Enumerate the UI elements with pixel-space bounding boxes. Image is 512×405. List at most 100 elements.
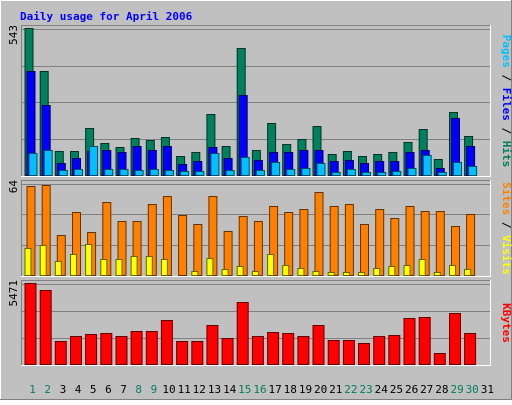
- bar-pages-day-21: [331, 172, 341, 176]
- x-tick-day-2: 2: [44, 383, 51, 396]
- bar-sites-day-18: [282, 265, 290, 276]
- legend-text: Sites: [500, 182, 512, 215]
- legend-text: Files: [500, 88, 512, 121]
- x-tick-day-18: 18: [284, 383, 297, 396]
- bar-pages-day-1: [28, 153, 38, 176]
- bar-visits-day-22: [344, 204, 354, 276]
- chart-title: Daily usage for April 2006: [20, 10, 193, 23]
- x-axis-day-labels: 1 2 3 4 5 6 7 8 9 10 11 12 13 14 15 16 17 18 19 20 21 22 23 24 2…: [29, 383, 494, 396]
- bar-sites-day-2: [39, 245, 47, 276]
- bar-visits-day-28: [435, 211, 445, 276]
- bar-pages-day-24: [377, 172, 387, 176]
- x-tick-day-20: 20: [314, 383, 327, 396]
- legend-kbytes: KBytes: [500, 303, 512, 343]
- bar-visits-day-12: [193, 224, 203, 276]
- bar-sites-day-24: [373, 268, 381, 276]
- bar-kbytes-day-18: [282, 333, 295, 365]
- x-tick-day-6: 6: [105, 383, 112, 396]
- bar-sites-day-29: [449, 265, 456, 276]
- bar-sites-day-13: [206, 258, 214, 276]
- series-kbytes: [24, 283, 477, 365]
- series-pages: [28, 146, 478, 176]
- bar-sites-day-21: [327, 272, 335, 276]
- legend-text: /: [500, 215, 512, 235]
- bar-sites-day-14: [221, 269, 229, 276]
- legend-text: KBytes: [500, 303, 512, 343]
- x-tick-day-28: 28: [435, 383, 448, 396]
- bar-pages-day-19: [301, 168, 311, 176]
- bar-pages-day-13: [210, 153, 220, 176]
- legend-text: /: [500, 121, 512, 141]
- bar-kbytes-day-1: [24, 283, 37, 365]
- bar-pages-day-3: [58, 170, 68, 176]
- bar-pages-day-23: [362, 172, 371, 176]
- legend-hits_files_pages: Pages / Files / Hits: [500, 35, 512, 168]
- bar-pages-day-9: [149, 169, 159, 176]
- bar-kbytes-day-17: [267, 332, 280, 365]
- bar-kbytes-day-28: [433, 353, 446, 365]
- x-tick-day-5: 5: [90, 383, 97, 396]
- bar-sites-day-4: [70, 254, 77, 276]
- legend-text: Hits: [500, 141, 512, 168]
- x-tick-day-7: 7: [120, 383, 127, 396]
- legend-text: Pages: [500, 35, 512, 68]
- bar-pages-day-11: [180, 171, 190, 176]
- bar-kbytes-day-11: [176, 341, 189, 365]
- x-tick-day-31: 31: [481, 383, 494, 396]
- bar-sites-day-17: [267, 254, 275, 276]
- bar-pages-day-25: [392, 171, 402, 176]
- bar-sites-day-7: [115, 259, 123, 276]
- bar-sites-day-16: [251, 271, 259, 276]
- legend-text: Visits: [500, 235, 512, 275]
- bar-sites-day-25: [388, 266, 396, 276]
- x-tick-day-4: 4: [75, 383, 82, 396]
- bar-visits-day-21: [329, 206, 339, 276]
- bar-kbytes-day-12: [191, 341, 204, 365]
- bar-pages-day-6: [104, 169, 114, 176]
- bar-kbytes-day-2: [39, 290, 52, 365]
- bar-visits-day-14: [223, 231, 233, 276]
- x-tick-day-27: 27: [420, 383, 433, 396]
- x-tick-day-8: 8: [135, 383, 142, 396]
- x-tick-day-11: 11: [178, 383, 191, 396]
- legend-visits_sites: Sites / Visits: [500, 182, 512, 275]
- bar-kbytes-day-23: [358, 343, 370, 365]
- bar-kbytes-day-29: [449, 313, 461, 365]
- bar-pages-day-28: [437, 172, 447, 176]
- bar-pages-day-2: [43, 150, 53, 176]
- bar-visits-day-20: [314, 192, 324, 276]
- x-tick-day-1: 1: [29, 383, 36, 396]
- bar-kbytes-day-5: [85, 334, 98, 365]
- legend-text: /: [500, 68, 512, 88]
- bar-sites-day-1: [24, 248, 32, 276]
- bar-kbytes-day-3: [54, 341, 67, 365]
- bar-kbytes-day-4: [70, 336, 82, 365]
- y-max-label: 64: [7, 180, 20, 194]
- x-tick-day-19: 19: [299, 383, 312, 396]
- x-tick-day-16: 16: [253, 383, 266, 396]
- bar-pages-day-5: [89, 146, 99, 176]
- x-tick-day-29: 29: [450, 383, 463, 396]
- bar-pages-day-22: [346, 169, 356, 176]
- bar-pages-day-16: [255, 170, 265, 176]
- bar-pages-day-7: [119, 169, 129, 176]
- bar-kbytes-day-19: [297, 336, 310, 365]
- bar-sites-day-12: [191, 271, 199, 276]
- x-tick-day-13: 13: [208, 383, 221, 396]
- bar-pages-day-27: [422, 155, 432, 176]
- bar-kbytes-day-8: [130, 331, 143, 365]
- chart-panels: 543 Pages / Files / Hits 64 Sites / Visits 5…: [7, 25, 512, 366]
- bar-pages-day-4: [74, 169, 83, 176]
- bar-sites-day-9: [145, 256, 153, 276]
- bar-kbytes-day-7: [115, 336, 128, 365]
- bar-kbytes-day-15: [236, 302, 249, 365]
- x-tick-day-30: 30: [466, 383, 479, 396]
- bar-kbytes-day-24: [373, 336, 386, 365]
- x-tick-day-26: 26: [405, 383, 418, 396]
- bar-sites-day-23: [358, 272, 365, 276]
- x-tick-day-22: 22: [344, 383, 357, 396]
- bar-pages-day-17: [271, 162, 281, 176]
- bar-visits-day-16: [253, 221, 263, 276]
